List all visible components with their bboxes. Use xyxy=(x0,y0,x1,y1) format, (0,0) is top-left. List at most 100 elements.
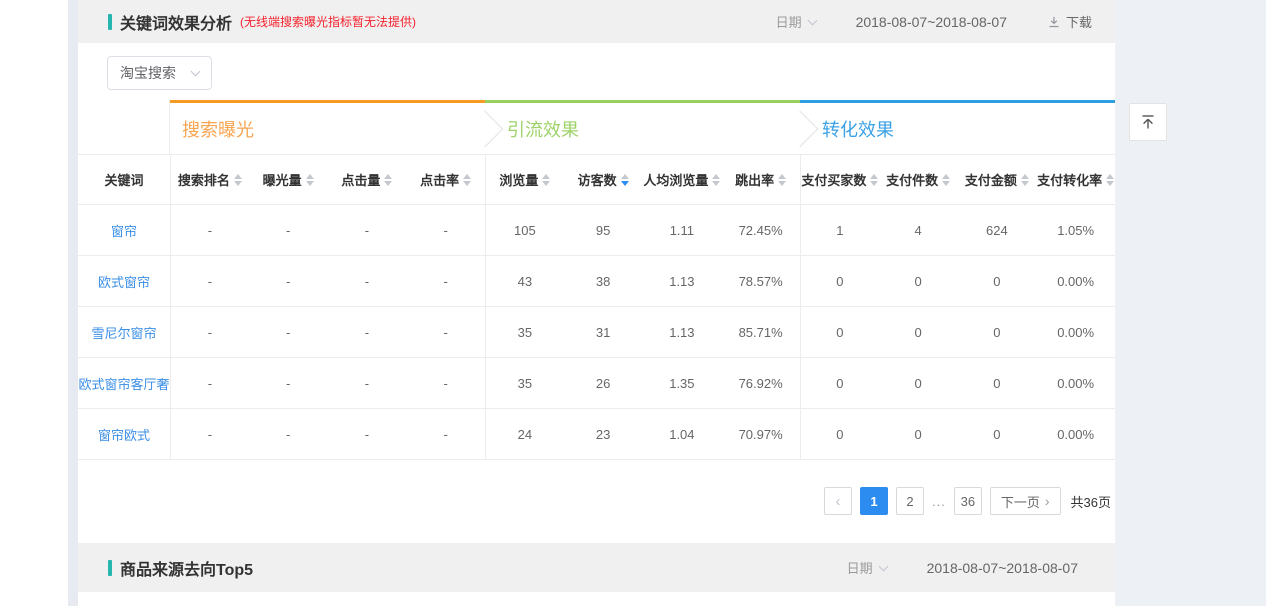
table-cell: 78.57% xyxy=(738,273,783,289)
table-toolbar: 淘宝搜索 xyxy=(78,43,1115,100)
table-cell: - xyxy=(364,222,370,238)
sort-caret-icon[interactable] xyxy=(233,173,242,186)
table-group-header-row: 搜索曝光 引流效果 转化效果 xyxy=(78,100,1115,155)
column-header[interactable]: 人均浏览量 xyxy=(643,155,722,204)
sort-up-caret xyxy=(870,173,879,179)
table-cell: 0 xyxy=(800,256,879,306)
table-cell: 624 xyxy=(986,222,1008,238)
column-header[interactable]: 浏览量 xyxy=(485,155,564,204)
sort-caret-icon[interactable] xyxy=(712,173,721,186)
table-row: 欧式窗帘 - - - - 43 38 1.13 78.57% 0 0 0 0.00% xyxy=(78,256,1115,307)
page-button[interactable]: 36 xyxy=(953,487,982,515)
table-cell: 1.35 xyxy=(669,375,695,391)
table-cell: - xyxy=(364,426,370,442)
sort-down-caret xyxy=(305,180,314,186)
next-card-strip xyxy=(78,592,1115,606)
sort-caret-icon[interactable] xyxy=(942,173,951,186)
column-header-label: 搜索排名 xyxy=(177,173,230,188)
column-header-label: 支付金额 xyxy=(964,173,1017,188)
table-cell: 24 xyxy=(485,409,564,459)
back-to-top-button[interactable] xyxy=(1129,103,1167,141)
download-button[interactable]: 下载 xyxy=(1047,12,1092,31)
sort-up-caret xyxy=(233,173,242,179)
header-controls: 日期 2018-08-07~2018-08-07 xyxy=(847,558,1078,577)
column-header[interactable]: 支付件数 xyxy=(879,155,958,204)
sort-caret-icon[interactable] xyxy=(463,173,472,186)
date-filter-dropdown[interactable]: 日期 xyxy=(776,12,818,31)
table-row: 欧式窗帘客厅奢 - - - -35 26 1.35 76.92% 0 0 0 0.00% xyxy=(78,358,1115,409)
keyword-link[interactable]: 雪尼尔窗帘 xyxy=(91,325,157,341)
next-page-label: 下一页 xyxy=(1000,494,1040,510)
table-cell: - xyxy=(285,324,291,340)
next-page-button[interactable]: 下一页 › xyxy=(989,487,1061,515)
section-header-keyword-analysis: 关键词效果分析 (无线端搜索曝光指标暂无法提供) 日期 2018-08-07~2… xyxy=(78,0,1115,43)
title-wrap: 关键词效果分析 (无线端搜索曝光指标暂无法提供) xyxy=(108,10,416,34)
column-header[interactable]: 搜索排名 xyxy=(170,155,249,204)
sort-up-caret xyxy=(305,173,314,179)
sort-caret-icon[interactable] xyxy=(542,173,551,186)
table-cell: - xyxy=(170,256,249,306)
column-header-label: 曝光量 xyxy=(262,173,302,188)
table-cell: - xyxy=(443,375,448,391)
column-header[interactable]: 支付买家数 xyxy=(800,155,879,204)
group-header-label: 搜索曝光 xyxy=(182,119,254,140)
column-header[interactable]: 点击量 xyxy=(328,155,407,204)
keyword-column-spacer xyxy=(78,100,170,154)
keyword-link[interactable]: 欧式窗帘 xyxy=(97,274,150,290)
column-header-label: 点击量 xyxy=(341,173,381,188)
table-cell: 85.71% xyxy=(738,324,783,340)
column-header[interactable]: 支付转化率 xyxy=(1036,155,1115,204)
sort-caret-icon[interactable] xyxy=(620,173,629,186)
column-header-label: 支付转化率 xyxy=(1037,173,1103,188)
table-cell: 0.00% xyxy=(1057,375,1095,391)
table-row: 雪尼尔窗帘 - - - -35 31 1.13 85.71% 0 0 0 0.00% xyxy=(78,307,1115,358)
table-cell: - xyxy=(285,222,291,238)
sort-caret-icon[interactable] xyxy=(1106,173,1115,186)
table-cell: 70.97% xyxy=(738,426,783,442)
group-header: 转化效果 xyxy=(781,100,1115,154)
table-cell: 1.13 xyxy=(669,324,695,340)
sort-caret-icon[interactable] xyxy=(384,173,393,186)
column-header-keyword: 关键词 xyxy=(104,173,144,188)
page-button[interactable]: 1 xyxy=(860,487,888,515)
total-pages-label: 共36页 xyxy=(1070,494,1111,510)
sort-down-caret xyxy=(870,180,879,186)
column-header[interactable]: 曝光量 xyxy=(249,155,328,204)
keyword-link[interactable]: 欧式窗帘客厅奢 xyxy=(78,376,170,392)
column-header[interactable]: 访客数 xyxy=(564,155,643,204)
sort-up-caret xyxy=(778,173,787,179)
sort-caret-icon[interactable] xyxy=(305,173,314,186)
sort-caret-icon[interactable] xyxy=(1020,173,1029,186)
keyword-link[interactable]: 窗帘 xyxy=(110,223,137,239)
prev-page-button[interactable]: ‹ xyxy=(824,487,852,515)
table-cell: - xyxy=(170,205,249,255)
keyword-link[interactable]: 窗帘欧式 xyxy=(97,427,150,443)
group-header-label: 转化效果 xyxy=(822,119,894,140)
column-header[interactable]: 点击率 xyxy=(406,155,485,204)
sort-caret-icon[interactable] xyxy=(870,173,879,186)
table-header-row: 关键词 搜索排名 曝光量 点击量 点击率 浏览量 访客数 人均浏览量 跳出率 支付买家数 支付件数 支… xyxy=(78,155,1115,205)
table-cell: - xyxy=(443,273,448,289)
channel-select[interactable]: 淘宝搜索 xyxy=(107,56,212,90)
table-cell: 0 xyxy=(914,375,922,391)
table-cell: 38 xyxy=(595,273,611,289)
table-cell: 1.04 xyxy=(669,426,695,442)
table-cell: 0 xyxy=(993,375,1001,391)
table-cell: - xyxy=(443,426,448,442)
date-filter-dropdown[interactable]: 日期 xyxy=(847,558,889,577)
table-cell: 0 xyxy=(800,409,879,459)
page-button[interactable]: 2 xyxy=(896,487,924,515)
title-accent-bar xyxy=(108,559,112,576)
section-header-product-source: 商品来源去向Top5 日期 2018-08-07~2018-08-07 xyxy=(78,543,1115,592)
column-header[interactable]: 支付金额 xyxy=(958,155,1037,204)
group-header-label: 引流效果 xyxy=(507,119,579,140)
sort-up-caret xyxy=(384,173,393,179)
table-cell: - xyxy=(443,324,448,340)
sort-down-caret xyxy=(620,180,629,186)
sort-up-caret xyxy=(542,173,551,179)
column-header[interactable]: 跳出率 xyxy=(721,155,800,204)
chevron-down-icon xyxy=(807,15,818,25)
column-header-label: 支付件数 xyxy=(886,173,939,188)
table-cell: 1.11 xyxy=(669,222,695,238)
sort-caret-icon[interactable] xyxy=(778,173,787,186)
